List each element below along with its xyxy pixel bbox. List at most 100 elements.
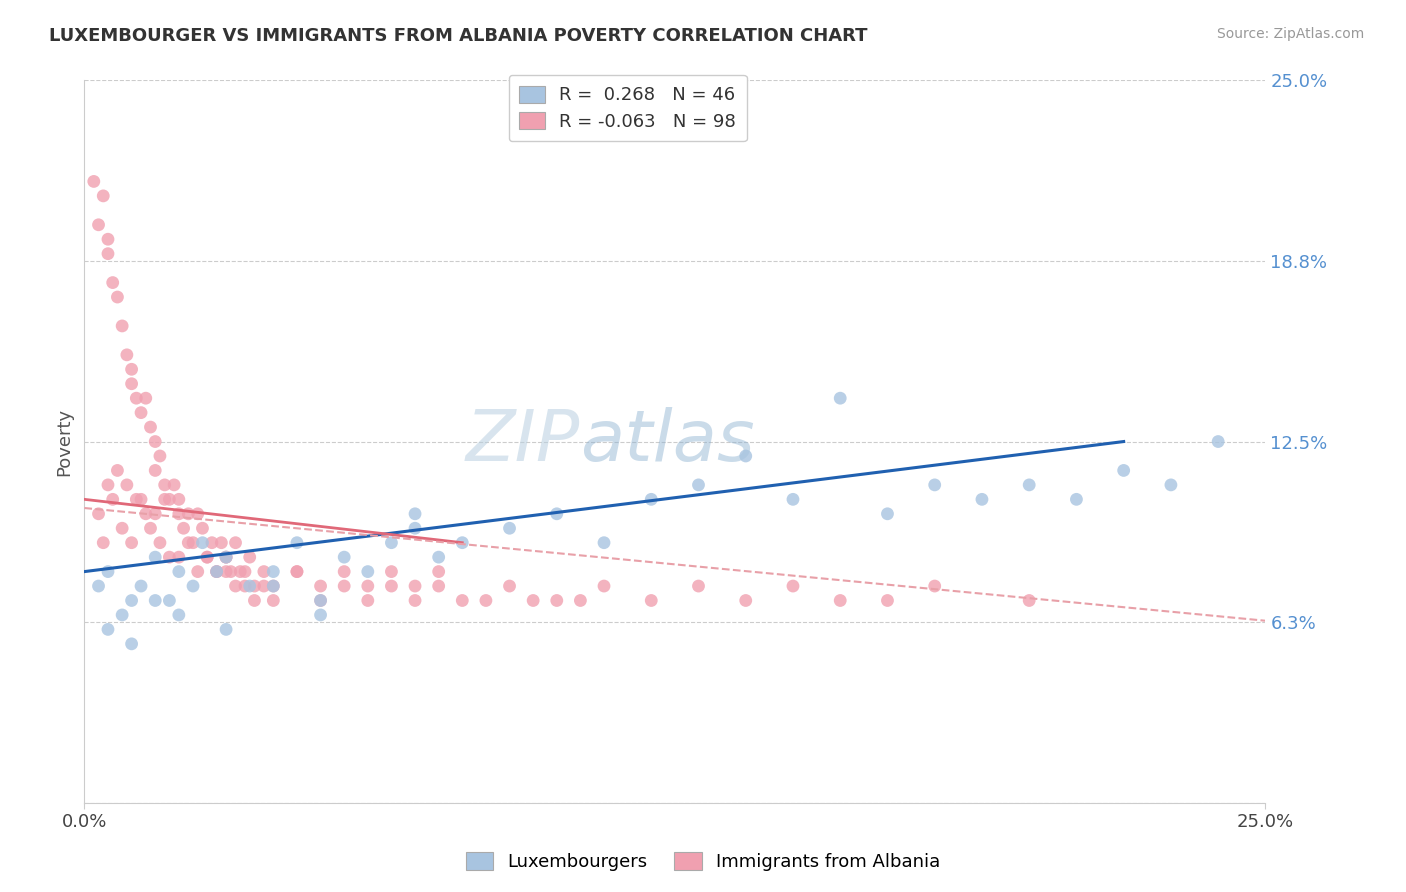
Point xyxy=(285,565,308,579)
Point xyxy=(97,565,120,579)
Point xyxy=(129,579,152,593)
Point xyxy=(357,565,380,579)
Point xyxy=(195,550,218,565)
Point xyxy=(91,189,114,203)
Point xyxy=(209,535,232,549)
Point xyxy=(569,593,592,607)
Point xyxy=(262,579,284,593)
Point xyxy=(215,550,238,565)
Point xyxy=(285,565,308,579)
Point xyxy=(243,593,266,607)
Point xyxy=(215,565,238,579)
Point xyxy=(1160,478,1182,492)
Point xyxy=(111,607,134,622)
Point xyxy=(111,318,134,333)
Point xyxy=(143,463,166,477)
Point xyxy=(427,579,450,593)
Point xyxy=(187,565,209,579)
Point xyxy=(201,535,224,549)
Point xyxy=(427,565,450,579)
Point xyxy=(97,246,120,260)
Point xyxy=(129,492,152,507)
Point xyxy=(1018,478,1040,492)
Point xyxy=(1112,463,1135,477)
Y-axis label: Poverty: Poverty xyxy=(55,408,73,475)
Point xyxy=(97,478,120,492)
Point xyxy=(101,276,124,290)
Point xyxy=(225,535,247,549)
Point xyxy=(309,579,332,593)
Point xyxy=(121,535,143,549)
Point xyxy=(205,565,228,579)
Point xyxy=(427,550,450,565)
Point xyxy=(143,550,166,565)
Point xyxy=(97,623,120,637)
Point xyxy=(111,521,134,535)
Point xyxy=(101,492,124,507)
Point xyxy=(830,593,852,607)
Point xyxy=(167,607,190,622)
Point xyxy=(333,550,356,565)
Point xyxy=(139,521,162,535)
Legend: Luxembourgers, Immigrants from Albania: Luxembourgers, Immigrants from Albania xyxy=(458,846,948,879)
Point xyxy=(498,579,520,593)
Point xyxy=(135,391,157,405)
Point xyxy=(107,290,129,304)
Point xyxy=(498,521,520,535)
Point xyxy=(177,535,200,549)
Point xyxy=(215,623,238,637)
Point xyxy=(97,232,120,246)
Point xyxy=(924,478,946,492)
Point xyxy=(239,550,262,565)
Point xyxy=(262,593,284,607)
Point xyxy=(219,565,242,579)
Point xyxy=(1206,434,1229,449)
Text: Source: ZipAtlas.com: Source: ZipAtlas.com xyxy=(1216,27,1364,41)
Point xyxy=(149,535,172,549)
Point xyxy=(830,391,852,405)
Point xyxy=(157,492,180,507)
Point xyxy=(115,348,138,362)
Text: ZIP: ZIP xyxy=(465,407,581,476)
Point xyxy=(153,492,176,507)
Point xyxy=(191,535,214,549)
Point xyxy=(640,492,662,507)
Point xyxy=(734,593,756,607)
Point xyxy=(115,478,138,492)
Point xyxy=(782,492,804,507)
Point xyxy=(309,607,332,622)
Point xyxy=(143,434,166,449)
Point xyxy=(333,565,356,579)
Point xyxy=(215,550,238,565)
Point xyxy=(177,507,200,521)
Point xyxy=(285,535,308,549)
Point xyxy=(593,579,616,593)
Point xyxy=(782,579,804,593)
Point xyxy=(135,507,157,521)
Point xyxy=(187,507,209,521)
Point xyxy=(243,579,266,593)
Point xyxy=(191,521,214,535)
Point xyxy=(593,535,616,549)
Point xyxy=(970,492,993,507)
Point xyxy=(91,535,114,549)
Point xyxy=(233,579,256,593)
Point xyxy=(380,565,402,579)
Point xyxy=(233,565,256,579)
Point xyxy=(357,579,380,593)
Point xyxy=(451,593,474,607)
Point xyxy=(87,218,110,232)
Point xyxy=(195,550,218,565)
Point xyxy=(1066,492,1088,507)
Point xyxy=(125,391,148,405)
Point xyxy=(734,449,756,463)
Point xyxy=(253,579,276,593)
Point xyxy=(404,521,426,535)
Point xyxy=(167,492,190,507)
Point xyxy=(380,579,402,593)
Point xyxy=(876,593,898,607)
Point xyxy=(451,535,474,549)
Point xyxy=(404,579,426,593)
Point xyxy=(262,579,284,593)
Point xyxy=(87,579,110,593)
